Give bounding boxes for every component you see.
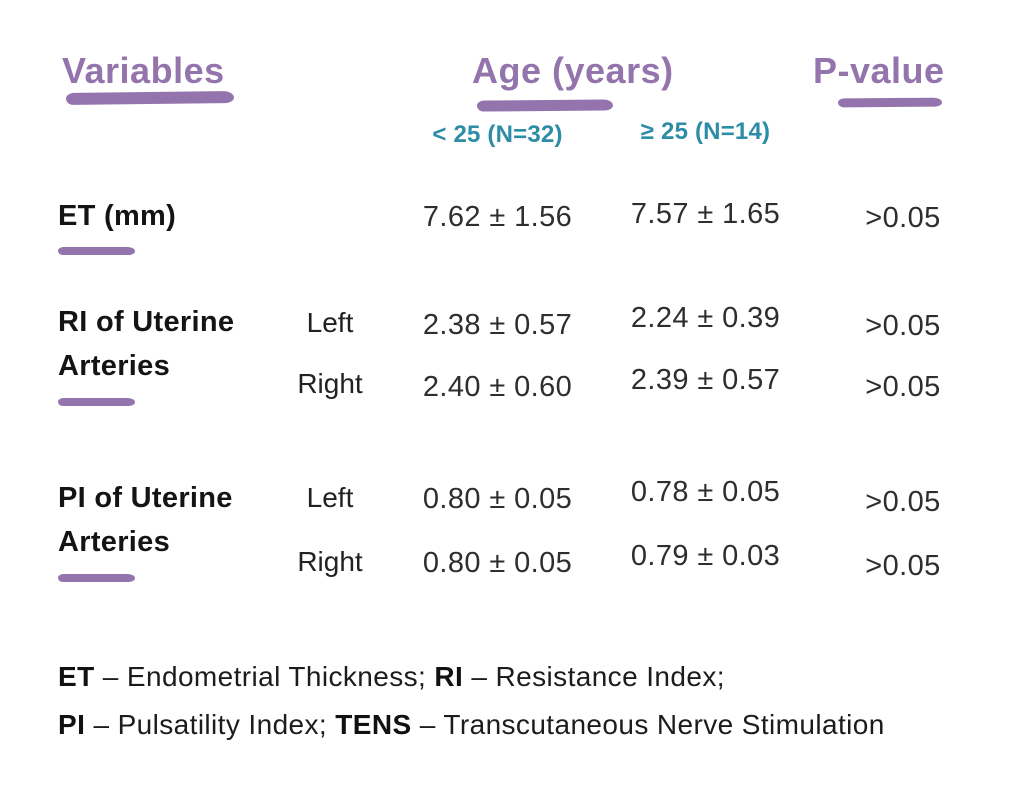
row-label-pi-line2: Arteries — [58, 526, 171, 558]
cell-pi-right-pvalue: >0.05 — [865, 550, 941, 582]
cell-pi-left-under25: 0.80 ± 0.05 — [422, 483, 573, 515]
cell-ri-right-over25: 2.39 ± 0.57 — [630, 364, 781, 396]
brush-underline-et — [58, 247, 135, 255]
cell-pi-right-side: Right — [297, 546, 363, 577]
cell-ri-right-pvalue: >0.05 — [865, 371, 941, 403]
age-group-under-25-header: < 25 (N=32) — [432, 121, 563, 148]
cell-ri-left-pvalue: >0.05 — [865, 310, 941, 342]
legend-text-pi: – Pulsatility Index; — [85, 709, 336, 740]
cell-et-over25: 7.57 ± 1.65 — [630, 198, 781, 230]
row-label-pi: PI of Uterine Arteries — [58, 476, 233, 564]
cell-et-pvalue: >0.05 — [865, 202, 941, 234]
cell-pi-right-under25: 0.80 ± 0.05 — [422, 547, 573, 579]
row-label-pi-line1: PI of Uterine — [58, 482, 233, 514]
row-label-ri: RI of Uterine Arteries — [58, 300, 234, 388]
legend-abbr-ri: RI — [434, 661, 464, 692]
cell-ri-left-under25: 2.38 ± 0.57 — [422, 309, 573, 341]
cell-pi-left-side: Left — [306, 482, 354, 513]
brush-underline-age — [476, 99, 614, 112]
age-group-over-25-header: ≥ 25 (N=14) — [640, 118, 771, 145]
cell-ri-right-side: Right — [297, 368, 363, 399]
cell-ri-left-side: Left — [306, 307, 354, 338]
brush-underline-variables — [65, 90, 235, 106]
column-header-variables: Variables — [62, 50, 225, 91]
legend-text-ri: – Resistance Index; — [463, 661, 725, 692]
column-header-pvalue: P-value — [813, 50, 945, 91]
brush-underline-pvalue — [837, 97, 943, 108]
cell-pi-right-over25: 0.79 ± 0.03 — [630, 540, 781, 572]
legend-abbr-pi: PI — [58, 709, 86, 740]
row-label-ri-line1: RI of Uterine — [58, 306, 235, 338]
brush-underline-ri — [58, 398, 135, 406]
cell-et-under25: 7.62 ± 1.56 — [422, 201, 573, 233]
legend-text-et: – Endometrial Thickness; — [94, 661, 435, 692]
legend-abbr-et: ET — [58, 661, 95, 692]
legend-abbr-tens: TENS — [335, 709, 412, 740]
legend-line-2: PI – Pulsatility Index; TENS – Transcuta… — [58, 709, 885, 741]
legend-text-tens: – Transcutaneous Nerve Stimulation — [411, 709, 885, 740]
legend-line-1: ET – Endometrial Thickness; RI – Resista… — [58, 661, 725, 693]
cell-ri-left-over25: 2.24 ± 0.39 — [630, 302, 781, 334]
brush-underline-pi — [58, 574, 135, 582]
row-label-et: ET (mm) — [58, 200, 177, 232]
column-header-age: Age (years) — [472, 50, 674, 91]
row-label-ri-line2: Arteries — [58, 350, 171, 382]
cell-pi-left-over25: 0.78 ± 0.05 — [630, 476, 781, 508]
cell-ri-right-under25: 2.40 ± 0.60 — [422, 371, 573, 403]
cell-pi-left-pvalue: >0.05 — [865, 486, 941, 518]
